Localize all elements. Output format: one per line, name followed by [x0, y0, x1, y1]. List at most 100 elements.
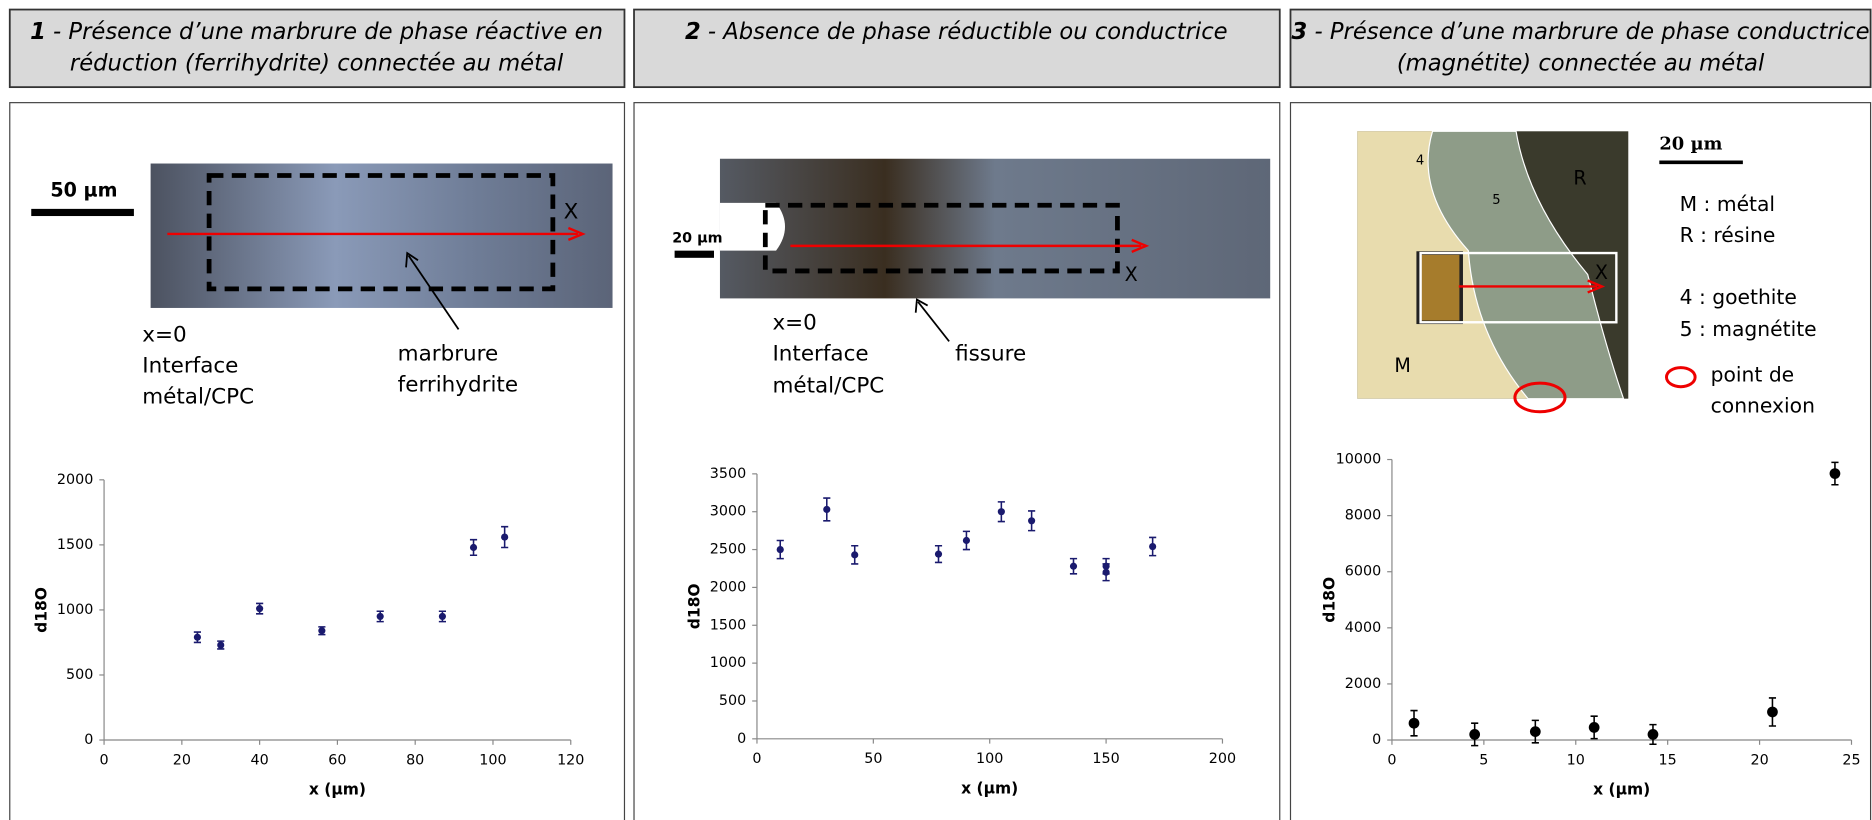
pointer [917, 301, 950, 342]
annotation: 5 [1492, 193, 1500, 208]
x-tick-label: 120 [557, 752, 584, 768]
annotation: Interface [772, 341, 868, 366]
scale-bar [674, 250, 714, 258]
data-point [823, 505, 831, 514]
data-point [1408, 717, 1420, 729]
y-tick-label: 0 [1372, 732, 1381, 748]
data-point [256, 605, 264, 613]
data-point [501, 533, 509, 541]
data-point [1149, 542, 1157, 551]
y-tick-label: 4000 [1345, 620, 1381, 636]
header-line: - Présence d’une marbrure de phase condu… [1314, 19, 1869, 45]
header-text: (magnétite) connectée au métal [1397, 50, 1765, 76]
annotation: 20 µm [1659, 133, 1722, 154]
header-line: - Présence d’une marbrure de phase réact… [53, 19, 603, 45]
arrow-head [567, 226, 586, 242]
x-tick-label: 0 [752, 751, 761, 767]
x-tick-label: 25 [1842, 752, 1860, 768]
header-text: 2 - Absence de phase réductible ou condu… [685, 19, 1228, 45]
data-point [1469, 729, 1481, 740]
x-tick-label: 20 [1750, 752, 1768, 768]
data-point [997, 508, 1005, 516]
annotation: ferrihydrite [398, 373, 518, 398]
data-point [1647, 729, 1659, 740]
zone-box [762, 202, 1120, 274]
annotation: x=0 [142, 322, 186, 347]
annotation: fissure [955, 341, 1026, 366]
data-point [217, 641, 225, 649]
y-tick-label: 0 [84, 732, 93, 748]
annotation: point de [1711, 362, 1795, 386]
y-tick-label: 3500 [710, 466, 746, 482]
y-tick-label: 1500 [57, 537, 93, 553]
zone-box [1419, 251, 1618, 324]
y-axis-label: d18O [32, 587, 50, 633]
micrograph [719, 158, 1271, 299]
data-point [962, 536, 971, 545]
header-number: 2 [685, 19, 701, 45]
data-point [1028, 517, 1036, 525]
metal-zone [719, 202, 786, 251]
y-tick-label: 2000 [1345, 676, 1381, 692]
x-tick-label: 60 [328, 752, 346, 768]
annotation: Interface [142, 353, 238, 378]
arrow-head [1587, 279, 1606, 294]
header-number: 1 [30, 19, 46, 45]
y-tick-label: 2500 [710, 542, 746, 558]
arrow-head [405, 251, 419, 268]
data-point [934, 550, 943, 558]
data-point [376, 612, 384, 621]
pointer [407, 254, 460, 330]
y-tick-label: 1000 [57, 602, 93, 618]
data-point [1588, 722, 1600, 733]
data-point [1829, 468, 1841, 479]
annotation: 50 µm [50, 178, 117, 201]
annotation: 20 µm [672, 231, 722, 247]
header-box [1289, 8, 1872, 89]
annotation: 4 [1416, 154, 1424, 169]
arrow-head [1131, 238, 1150, 253]
y-tick-label: 2000 [710, 579, 746, 595]
y-axis-label: d18O [685, 583, 703, 629]
annotation: 4 : goethite [1680, 285, 1797, 309]
x-tick-label: 15 [1659, 752, 1677, 768]
header-number: 3 [1292, 19, 1308, 45]
y-tick-label: 1000 [710, 655, 746, 671]
x-axis-label: x (µm) [1593, 781, 1650, 799]
y-tick-label: 8000 [1345, 508, 1381, 524]
x-tick-label: 20 [173, 752, 191, 768]
annotation: M [1394, 354, 1410, 377]
data-point [438, 612, 446, 621]
y-tick-label: 1500 [710, 617, 746, 633]
connection-point [1513, 381, 1567, 414]
y-tick-label: 10000 [1336, 452, 1382, 468]
header-text: 1 - Présence d’une marbrure de phase réa… [30, 19, 603, 45]
data-point [1767, 706, 1778, 718]
arrow-head [914, 298, 929, 313]
x-tick-label: 80 [406, 752, 424, 768]
annotation: marbrure [398, 341, 499, 366]
annotation: M : métal [1680, 192, 1775, 216]
annotation: métal/CPC [142, 384, 254, 409]
annotation: connexion [1711, 394, 1815, 418]
data-point [1069, 562, 1078, 570]
x-axis-label: x (µm) [961, 779, 1018, 797]
header-line: réduction (ferrihydrite) connectée au mé… [70, 50, 564, 76]
header-line: - Absence de phase réductible ou conduct… [708, 19, 1228, 45]
y-tick-label: 0 [737, 731, 746, 747]
y-axis-label: d18O [1320, 577, 1338, 623]
y-tick-label: 500 [66, 667, 93, 683]
data-point [193, 633, 201, 641]
annotation: métal/CPC [772, 374, 884, 399]
header-line: (magnétite) connectée au métal [1397, 50, 1765, 76]
micrograph [150, 163, 613, 308]
legend-symbol [1664, 366, 1697, 389]
header-box [8, 8, 626, 89]
header-box [633, 8, 1281, 89]
zone [1416, 251, 1463, 325]
data-point [318, 627, 326, 635]
x-tick-label: 200 [1209, 751, 1236, 767]
y-tick-label: 500 [719, 693, 746, 709]
oxide-zone [1427, 130, 1625, 400]
